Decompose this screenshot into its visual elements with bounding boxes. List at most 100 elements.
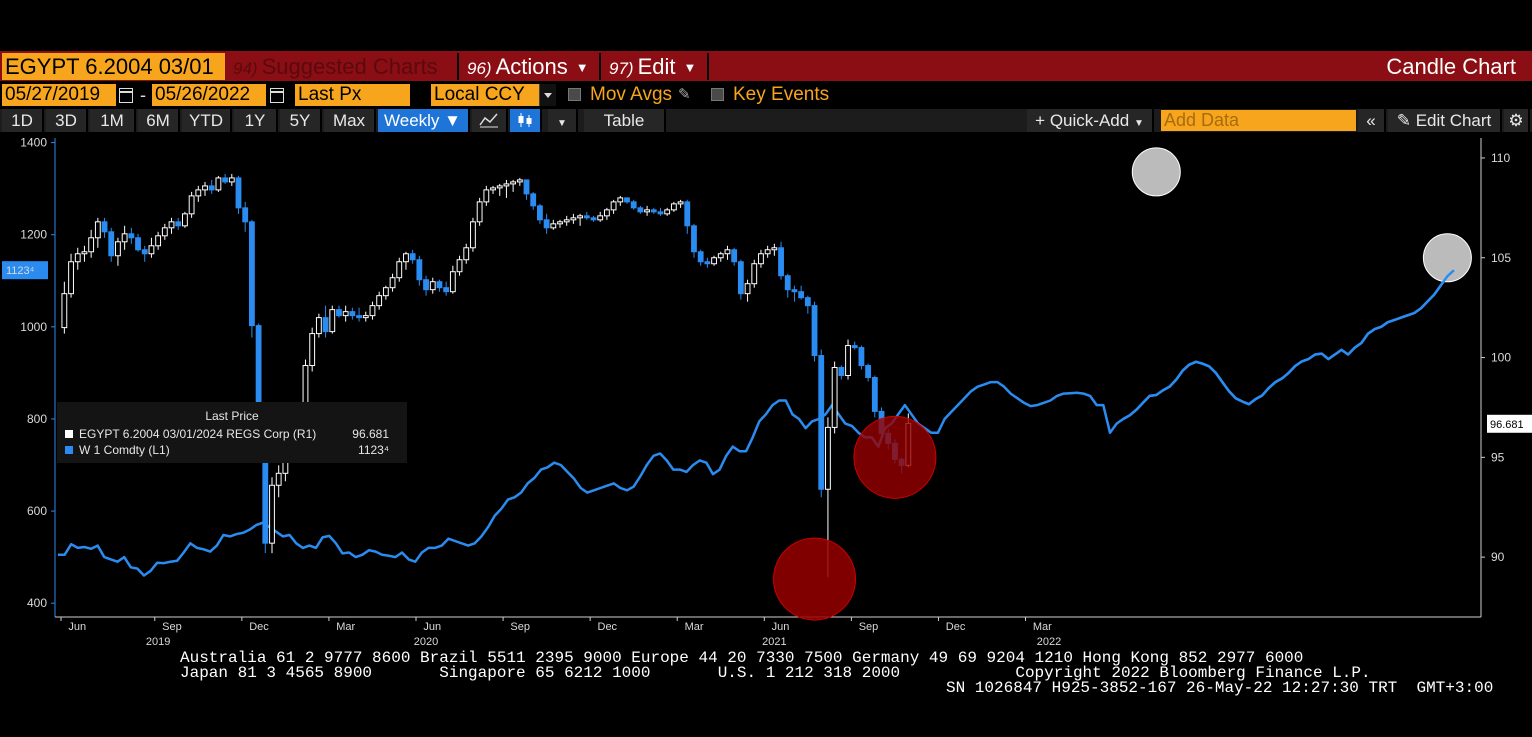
- period-5y-button[interactable]: 5Y: [280, 109, 322, 132]
- candle-up: [182, 213, 188, 227]
- currency-selector[interactable]: Local CCY: [431, 84, 539, 106]
- footer-contacts-line2: Japan 81 3 4565 8900 Singapore 65 6212 1…: [180, 664, 1371, 682]
- candle-down: [436, 281, 443, 289]
- candle-up: [74, 253, 81, 263]
- calendar-icon[interactable]: [270, 88, 284, 103]
- candle-down: [851, 345, 858, 349]
- candle-up: [429, 281, 436, 291]
- footer-contacts-line1: Australia 61 2 9777 8600 Brazil 5511 239…: [180, 649, 1304, 667]
- period-max-button[interactable]: Max: [324, 109, 376, 132]
- x-tick-label: Mar: [1033, 621, 1052, 633]
- legend-swatch: [65, 430, 73, 438]
- candle-down: [737, 261, 744, 295]
- period-6m-button[interactable]: 6M: [138, 109, 180, 132]
- period-1m-button[interactable]: 1M: [90, 109, 136, 132]
- candle-up: [275, 472, 282, 486]
- calendar-icon[interactable]: [119, 88, 133, 103]
- key-events-checkbox[interactable]: [711, 88, 724, 101]
- pencil-icon[interactable]: ✎: [678, 86, 691, 103]
- candle-down: [108, 231, 115, 257]
- legend-header: Last Price: [205, 409, 259, 423]
- end-date-field[interactable]: 05/26/2022: [152, 84, 266, 106]
- legend-row-wheat: W 1 Comdty (L1): [65, 443, 170, 457]
- legend-series-name: EGYPT 6.2004 03/01/2024 REGS Corp (R1): [79, 427, 317, 441]
- right-tick-label: 105: [1491, 251, 1511, 265]
- candle-up: [376, 295, 383, 307]
- last-value-flags: 1123⁴ 96.681: [2, 261, 1532, 433]
- candle-down: [704, 261, 711, 265]
- candle-down: [356, 315, 362, 319]
- candle-down: [530, 193, 537, 207]
- candle-down: [235, 177, 242, 209]
- period-1y-button[interactable]: 1Y: [234, 109, 278, 132]
- suggested-charts-menu[interactable]: 94) Suggested Charts: [227, 53, 459, 80]
- candle-up: [617, 197, 624, 203]
- right-last-value-text: 96.681: [1490, 419, 1524, 431]
- quick-add-button[interactable]: + Quick-Add ▼: [1027, 109, 1154, 132]
- candle-up: [115, 241, 121, 257]
- candle-down: [523, 179, 530, 195]
- candle-down: [322, 317, 329, 333]
- candle-down: [349, 311, 356, 317]
- candle-up: [483, 189, 490, 203]
- period-ytd-button[interactable]: YTD: [182, 109, 232, 132]
- candle-up: [577, 215, 584, 219]
- frequency-label: Weekly: [384, 111, 440, 130]
- line-chart-toggle[interactable]: [472, 109, 508, 132]
- candle-down: [798, 291, 805, 299]
- frequency-selector[interactable]: Weekly ▼: [378, 109, 470, 132]
- security-ticker-field[interactable]: EGYPT 6.2004 03/01: [2, 53, 225, 80]
- candle-down: [818, 355, 825, 490]
- candle-up: [503, 183, 510, 187]
- period-3d-button[interactable]: 3D: [46, 109, 88, 132]
- candle-chart-toggle[interactable]: [510, 109, 542, 132]
- candle-up: [215, 177, 222, 191]
- collapse-button[interactable]: «: [1358, 109, 1386, 132]
- price-field-selector[interactable]: Last Px: [295, 84, 410, 106]
- candle-up: [597, 215, 604, 221]
- period-1d-button[interactable]: 1D: [2, 109, 44, 132]
- x-tick-label: Dec: [946, 621, 966, 633]
- footer-session-line: SN 1026847 H925-3852-167 26-May-22 12:27…: [946, 679, 1494, 697]
- candle-down: [804, 297, 811, 307]
- candle-up: [396, 261, 403, 279]
- candle-up: [831, 367, 838, 428]
- candle-up: [362, 315, 369, 319]
- edit-chart-label: Edit Chart: [1415, 111, 1492, 130]
- year-label: 2022: [1037, 636, 1061, 648]
- candle-up: [610, 201, 617, 211]
- currency-dropdown-arrow[interactable]: [539, 84, 556, 106]
- candle-down: [409, 253, 416, 261]
- candle-up: [603, 209, 610, 217]
- add-data-input[interactable]: Add Data: [1161, 110, 1356, 131]
- x-tick-label: Dec: [598, 621, 618, 633]
- candle-down: [222, 177, 229, 183]
- x-tick-label: Dec: [249, 621, 269, 633]
- candle-down: [101, 221, 108, 233]
- x-tick-label: Mar: [336, 621, 355, 633]
- candle-up: [449, 271, 456, 293]
- pencil-icon: ✎: [1396, 111, 1411, 130]
- candle-down: [791, 289, 798, 293]
- candle-up: [202, 185, 208, 191]
- candle-down: [731, 249, 738, 263]
- table-button[interactable]: Table: [584, 109, 666, 132]
- settings-button[interactable]: ⚙: [1504, 109, 1530, 132]
- candle-up: [155, 235, 162, 247]
- candle-up: [664, 209, 671, 215]
- candle-up: [677, 201, 684, 205]
- x-tick-label: Sep: [510, 621, 530, 633]
- actions-menu[interactable]: 96) Actions ▼: [461, 53, 601, 80]
- mov-avgs-checkbox[interactable]: [568, 88, 581, 101]
- candle-down: [784, 275, 791, 291]
- candle-up: [329, 309, 336, 333]
- start-date-field[interactable]: 05/27/2019: [2, 84, 116, 106]
- candle-up: [825, 426, 831, 490]
- left-tick-label: 600: [27, 504, 47, 518]
- gear-icon: ⚙: [1508, 111, 1524, 130]
- edit-menu[interactable]: 97) Edit ▼: [603, 53, 709, 80]
- candle-down: [865, 365, 872, 378]
- edit-chart-button[interactable]: ✎ Edit Chart: [1388, 109, 1502, 132]
- chart-style-dropdown[interactable]: ▼: [548, 109, 578, 132]
